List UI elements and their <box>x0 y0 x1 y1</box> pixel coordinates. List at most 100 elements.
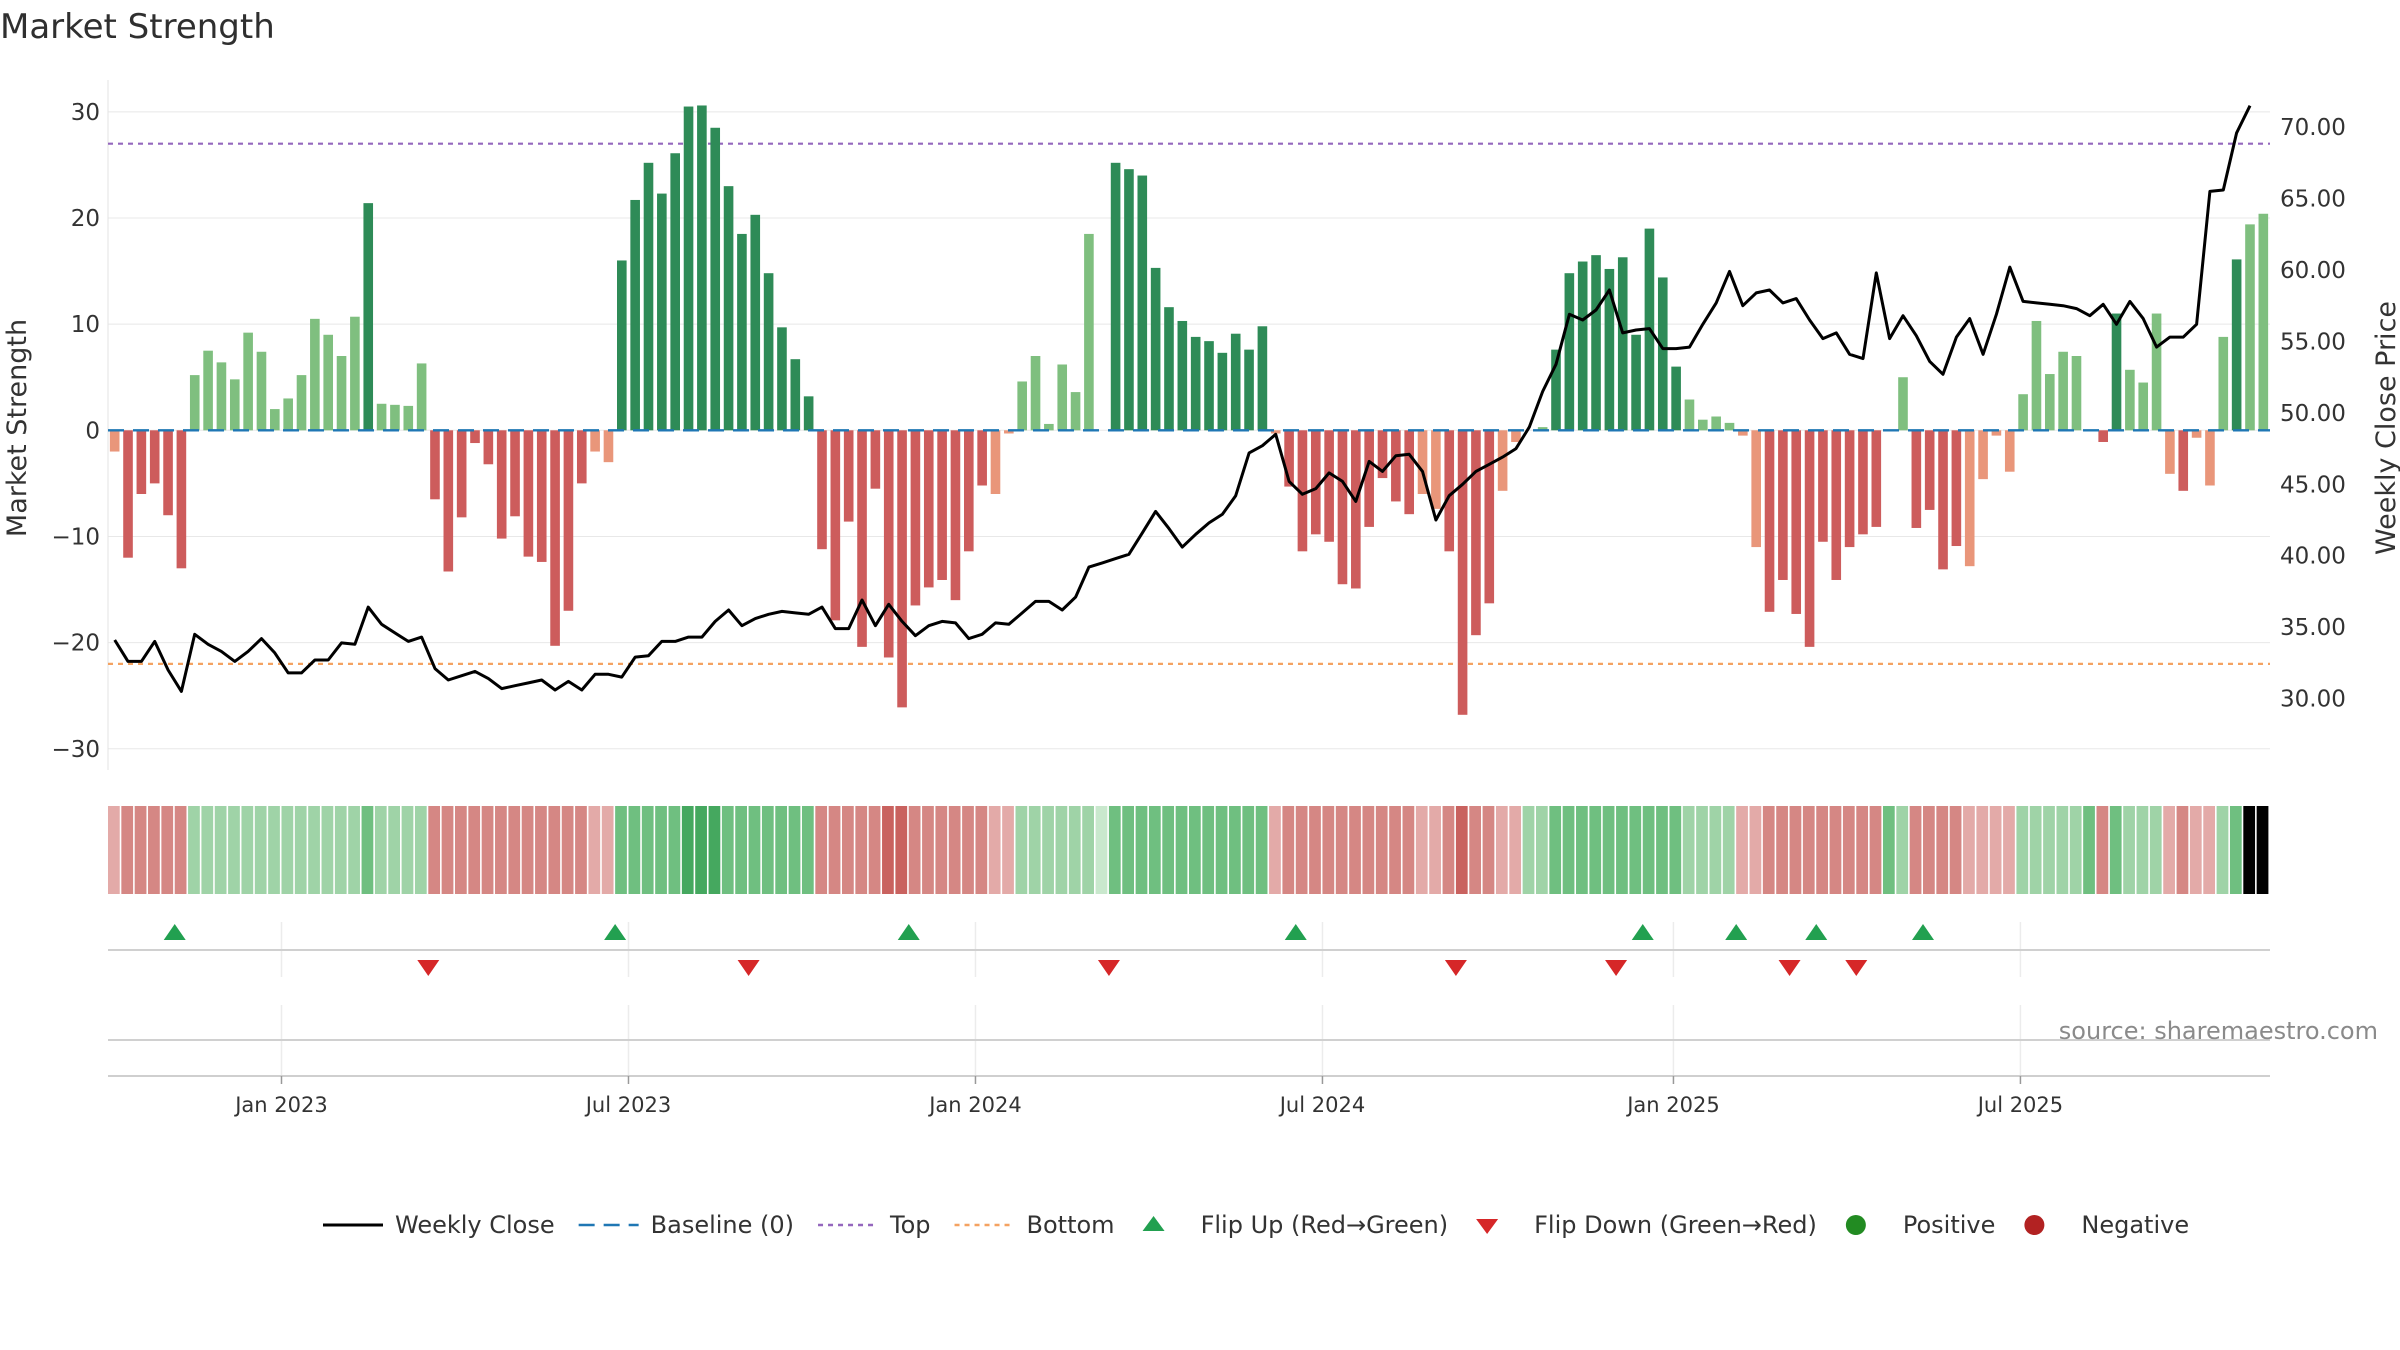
main-panel-grid <box>107 80 2270 770</box>
negative-cell <box>1829 806 1842 894</box>
positive-bar <box>2138 382 2149 431</box>
negative-bar <box>910 430 921 606</box>
positive-cell <box>268 806 280 894</box>
negative-bar <box>2191 430 2202 438</box>
positive-cell <box>214 806 227 894</box>
negative-cell <box>521 806 534 894</box>
negative-cell <box>1909 806 1922 894</box>
positive-cell <box>2056 806 2069 894</box>
legend-label: Weekly Close <box>395 1211 555 1239</box>
positive-bar <box>723 186 734 431</box>
y2-tick-label: 30.00 <box>2280 687 2346 713</box>
positive-cell <box>735 806 747 894</box>
negative-bar <box>1924 430 1935 510</box>
negative-cell <box>855 806 868 894</box>
positive-cell <box>748 806 761 894</box>
negative-cell <box>2003 806 2015 894</box>
negative-bar <box>483 430 494 465</box>
negative-bar <box>123 430 133 558</box>
positive-cell <box>1068 806 1081 894</box>
negative-cell <box>1375 806 1388 894</box>
negative-bar <box>1270 430 1281 434</box>
negative-bar <box>1324 430 1334 542</box>
legend-item: Weekly Close <box>323 1211 555 1239</box>
positive-cell <box>788 806 801 894</box>
legend-label: Negative <box>2081 1211 2189 1239</box>
negative-bar <box>883 430 894 658</box>
positive-bar <box>1671 366 1681 431</box>
negative-cell <box>601 806 614 894</box>
positive-bar <box>697 105 707 431</box>
negative-cell <box>1936 806 1949 894</box>
source-credit: source: sharemaestro.com <box>2059 1017 2378 1045</box>
positive-bar <box>336 356 347 431</box>
negative-bar <box>576 430 587 484</box>
positive-cell <box>2149 806 2162 894</box>
negative-cell <box>1923 806 1935 894</box>
legend-tri-up <box>1142 1216 1165 1231</box>
positive-bar <box>1177 320 1188 431</box>
negative-bar <box>963 430 974 552</box>
negative-bar <box>1831 430 1842 580</box>
negative-bar <box>1818 430 1828 542</box>
y-tick-label: −20 <box>51 631 100 657</box>
negative-cell <box>882 806 894 894</box>
negative-cell <box>495 806 507 894</box>
negative-cell <box>2176 806 2189 894</box>
negative-cell <box>1389 806 1401 894</box>
positive-cell <box>1242 806 1255 894</box>
positive-bar <box>323 334 334 431</box>
negative-bar <box>109 430 120 452</box>
positive-bar <box>296 375 307 431</box>
negative-cell <box>1762 806 1775 894</box>
negative-cell <box>1002 806 1014 894</box>
negative-bar <box>870 430 881 489</box>
negative-cell <box>1269 806 1281 894</box>
negative-bar <box>1004 430 1014 434</box>
positive-cell <box>414 806 427 894</box>
positive-bar <box>189 375 200 431</box>
negative-bar <box>1804 430 1815 647</box>
negative-bar <box>443 430 454 572</box>
negative-bar <box>176 430 187 569</box>
negative-cell <box>1469 806 1482 894</box>
positive-cell <box>1535 806 1548 894</box>
positive-bar <box>657 193 667 431</box>
negative-bar <box>830 430 841 621</box>
positive-cell <box>1095 806 1108 894</box>
negative-bar <box>843 430 854 522</box>
positive-cell <box>641 806 654 894</box>
legend-item: Negative <box>2024 1211 2189 1239</box>
negative-bar <box>1284 430 1294 487</box>
negative-bar <box>2178 430 2189 491</box>
positive-bar <box>1724 422 1735 431</box>
negative-cell <box>1402 806 1415 894</box>
flip-down-marker <box>1845 960 1868 976</box>
negative-cell <box>1749 806 1762 894</box>
negative-cell <box>1949 806 1962 894</box>
positive-bar <box>390 404 400 431</box>
negative-bar <box>136 430 147 494</box>
positive-cell <box>1229 806 1241 894</box>
positive-bar <box>1124 169 1134 431</box>
y-tick-label: −30 <box>51 737 100 763</box>
positive-bar <box>2151 313 2162 431</box>
y2-tick-label: 45.00 <box>2280 472 2346 498</box>
negative-cell <box>588 806 601 894</box>
positive-cell <box>2243 806 2256 894</box>
negative-bar <box>1444 430 1455 552</box>
legend-label: Flip Up (Red→Green) <box>1201 1211 1449 1239</box>
y2-tick-label: 65.00 <box>2280 187 2346 213</box>
positive-cell <box>2016 806 2029 894</box>
y-tick-label: −10 <box>51 524 100 550</box>
negative-bar <box>1951 430 1962 547</box>
positive-cell <box>281 806 294 894</box>
negative-cell <box>935 806 948 894</box>
positive-cell <box>1896 806 1909 894</box>
negative-bar <box>1351 430 1361 589</box>
negative-cell <box>1869 806 1882 894</box>
positive-bar <box>2218 336 2229 431</box>
positive-cell <box>1549 806 1562 894</box>
positive-bar <box>790 359 801 431</box>
negative-cell <box>121 806 134 894</box>
